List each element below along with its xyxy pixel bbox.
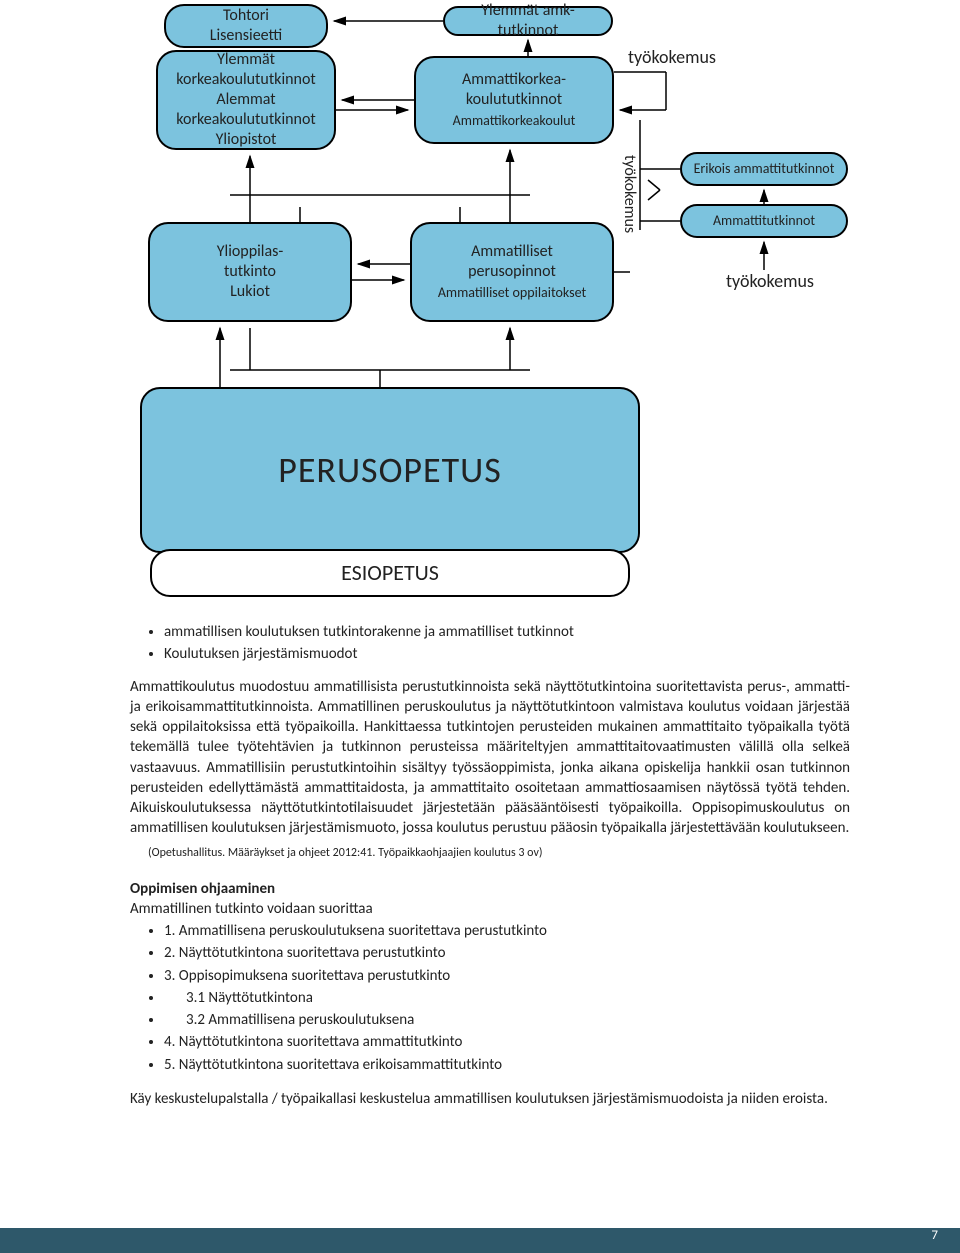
list-item: Koulutuksen järjestämismuodot (164, 644, 850, 664)
page-number: 7 (931, 1228, 938, 1243)
label-tyokokemus-bottom: työkokemus (726, 270, 814, 292)
node-tohtori: TohtoriLisensieetti (164, 4, 328, 48)
list-item: 3.2 Ammatillisena peruskoulutuksena (164, 1010, 850, 1030)
list-item: 3.1 Näyttötutkintona (164, 988, 850, 1008)
node-perusopetus: PERUSOPETUS (140, 387, 640, 553)
content-text: ammatillisen koulutuksen tutkintorakenne… (130, 620, 850, 1109)
node-esiopetus: ESIOPETUS (150, 549, 630, 597)
main-paragraph: Ammattikoulutus muodostuu ammatillisista… (130, 677, 850, 839)
node-amk: Ammattikorkea-koulututkinnotAmmattikorke… (414, 56, 614, 144)
list-item: ammatillisen koulutuksen tutkintorakenne… (164, 622, 850, 642)
top-bullets: ammatillisen koulutuksen tutkintorakenne… (130, 622, 850, 665)
label-tyokokemus-vertical: työkokemus (620, 155, 639, 233)
node-ylemmat-amk: Ylemmät amk-tutkinnot (443, 6, 613, 36)
node-ammatilliset-perusopinnot: AmmatillisetperusopinnotAmmatilliset opp… (410, 222, 614, 322)
list-item: 4. Näyttötutkintona suoritettava ammatti… (164, 1032, 850, 1052)
node-yliopisto: YlemmätkorkeakoulututkinnotAlemmatkorkea… (156, 50, 336, 150)
node-erikoisammattitutkinnot: Erikois ammattitutkinnot (680, 152, 848, 186)
heading-oppimisen-ohjaaminen: Oppimisen ohjaaminen (130, 879, 850, 899)
list-item: 1. Ammatillisena peruskoulutuksena suori… (164, 921, 850, 941)
page-canvas: TohtoriLisensieetti Ylemmätkorkeakoulutu… (0, 0, 960, 1253)
label-tyokokemus-top: työkokemus (628, 46, 716, 68)
subheading: Ammatillinen tutkinto voidaan suorittaa (130, 899, 850, 919)
node-ammattitutkinnot: Ammattitutkinnot (680, 204, 848, 238)
page-footer: 7 (0, 1193, 960, 1253)
list-item: 3. Oppisopimuksena suoritettava perustut… (164, 966, 850, 986)
closing-paragraph: Käy keskustelupalstalla / työpaikallasi … (130, 1089, 850, 1109)
footer-stripe-dark (0, 1228, 960, 1253)
list-item: 5. Näyttötutkintona suoritettava erikois… (164, 1055, 850, 1075)
numbered-list: 1. Ammatillisena peruskoulutuksena suori… (130, 921, 850, 1075)
node-lukio: Ylioppilas-tutkintoLukiot (148, 222, 352, 322)
citation: (Opetushallitus. Määräykset ja ohjeet 20… (130, 845, 850, 861)
list-item: 2. Näyttötutkintona suoritettava perustu… (164, 943, 850, 963)
